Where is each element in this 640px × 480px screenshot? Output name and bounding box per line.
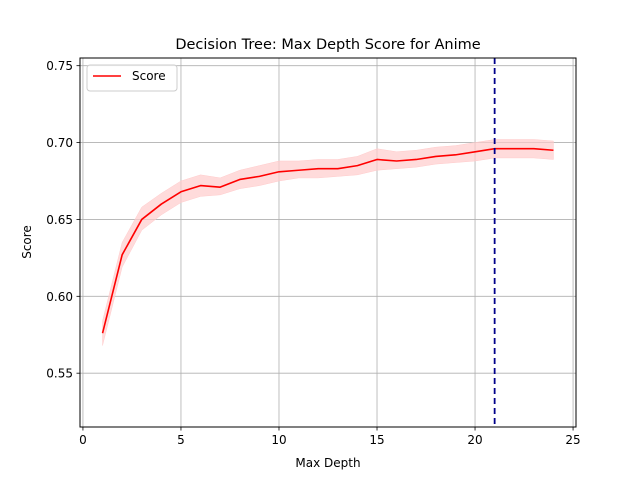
confidence-band-layer — [102, 139, 554, 346]
legend-label-score: Score — [132, 69, 166, 83]
x-tick-label: 0 — [79, 433, 87, 447]
confidence-band — [102, 139, 554, 346]
y-axis-label: Score — [20, 225, 34, 259]
y-tick-label: 0.70 — [46, 136, 73, 150]
y-tick-label: 0.65 — [46, 213, 73, 227]
x-tick-label: 5 — [177, 433, 185, 447]
x-tick-label: 20 — [467, 433, 482, 447]
chart-title: Decision Tree: Max Depth Score for Anime — [175, 37, 480, 53]
y-tick-label: 0.60 — [46, 290, 73, 304]
x-axis-label: Max Depth — [295, 456, 360, 470]
legend: Score — [86, 64, 178, 92]
legend-box — [86, 64, 178, 92]
y-tick-label: 0.55 — [46, 367, 73, 381]
x-tick-label: 15 — [369, 433, 384, 447]
y-tick-label: 0.75 — [46, 59, 73, 73]
x-tick-label: 25 — [565, 433, 580, 447]
x-tick-label: 10 — [271, 433, 286, 447]
plot-frame — [79, 57, 577, 428]
series-line-score — [101, 147, 554, 334]
axis-ticks: 0 5 10 15 20 25 0.55 0.60 0.65 0.70 0.75 — [46, 59, 580, 447]
